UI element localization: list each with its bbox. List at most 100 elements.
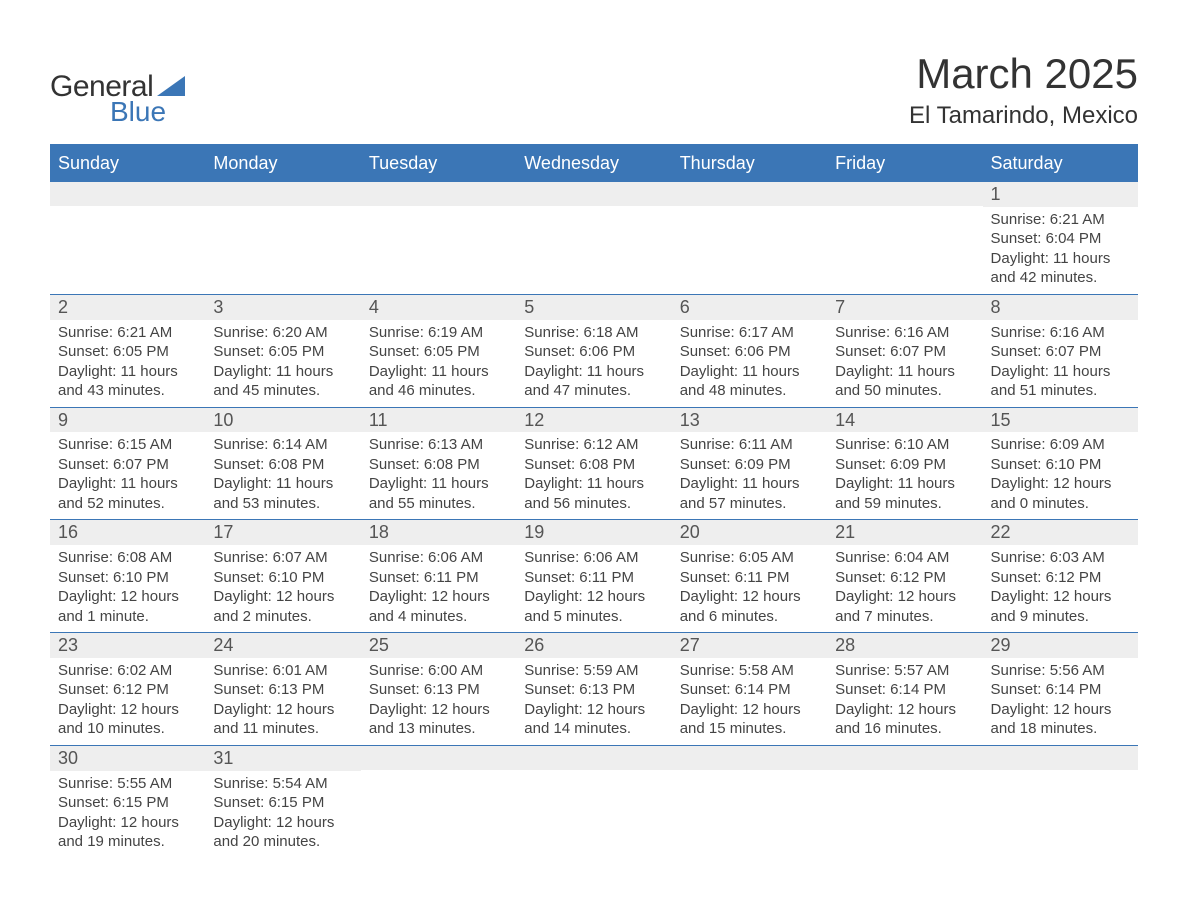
daylight-line: Daylight: 11 hours and 42 minutes. — [991, 249, 1130, 288]
sunset-line: Sunset: 6:12 PM — [58, 680, 197, 700]
calendar-day-cell: 19Sunrise: 6:06 AMSunset: 6:11 PMDayligh… — [516, 520, 671, 632]
sunset-line: Sunset: 6:07 PM — [58, 455, 197, 475]
sunset-line: Sunset: 6:06 PM — [680, 342, 819, 362]
logo: General Blue — [50, 70, 185, 128]
day-number: 4 — [361, 295, 516, 320]
calendar-day-cell: 3Sunrise: 6:20 AMSunset: 6:05 PMDaylight… — [205, 295, 360, 407]
daylight-line: Daylight: 11 hours and 59 minutes. — [835, 474, 974, 513]
day-info: Sunrise: 6:09 AMSunset: 6:10 PMDaylight:… — [983, 432, 1138, 519]
daylight-line: Daylight: 11 hours and 52 minutes. — [58, 474, 197, 513]
sunrise-line: Sunrise: 6:03 AM — [991, 548, 1130, 568]
day-number — [50, 182, 205, 206]
day-number: 30 — [50, 746, 205, 771]
page-header: General Blue March 2025 El Tamarindo, Me… — [50, 50, 1138, 130]
sunrise-line: Sunrise: 6:00 AM — [369, 661, 508, 681]
sunset-line: Sunset: 6:11 PM — [680, 568, 819, 588]
day-number: 10 — [205, 408, 360, 433]
day-number: 8 — [983, 295, 1138, 320]
calendar-day-cell: 8Sunrise: 6:16 AMSunset: 6:07 PMDaylight… — [983, 295, 1138, 407]
title-block: March 2025 El Tamarindo, Mexico — [909, 50, 1138, 130]
day-number — [672, 746, 827, 770]
day-info: Sunrise: 6:11 AMSunset: 6:09 PMDaylight:… — [672, 432, 827, 519]
calendar-day-cell — [361, 746, 516, 858]
sunset-line: Sunset: 6:08 PM — [213, 455, 352, 475]
calendar-day-cell: 12Sunrise: 6:12 AMSunset: 6:08 PMDayligh… — [516, 408, 671, 520]
day-info: Sunrise: 6:00 AMSunset: 6:13 PMDaylight:… — [361, 658, 516, 745]
sunrise-line: Sunrise: 5:57 AM — [835, 661, 974, 681]
sunrise-line: Sunrise: 5:58 AM — [680, 661, 819, 681]
sunset-line: Sunset: 6:13 PM — [369, 680, 508, 700]
calendar-day-cell: 18Sunrise: 6:06 AMSunset: 6:11 PMDayligh… — [361, 520, 516, 632]
calendar-week-row: 16Sunrise: 6:08 AMSunset: 6:10 PMDayligh… — [50, 519, 1138, 632]
day-info: Sunrise: 6:10 AMSunset: 6:09 PMDaylight:… — [827, 432, 982, 519]
calendar-week-row: 1Sunrise: 6:21 AMSunset: 6:04 PMDaylight… — [50, 181, 1138, 294]
weekday-header: Thursday — [672, 146, 827, 181]
calendar-day-cell: 14Sunrise: 6:10 AMSunset: 6:09 PMDayligh… — [827, 408, 982, 520]
day-number: 5 — [516, 295, 671, 320]
calendar-day-cell — [827, 182, 982, 294]
calendar-day-cell: 21Sunrise: 6:04 AMSunset: 6:12 PMDayligh… — [827, 520, 982, 632]
daylight-line: Daylight: 11 hours and 47 minutes. — [524, 362, 663, 401]
day-number: 31 — [205, 746, 360, 771]
day-info: Sunrise: 5:57 AMSunset: 6:14 PMDaylight:… — [827, 658, 982, 745]
day-info: Sunrise: 6:14 AMSunset: 6:08 PMDaylight:… — [205, 432, 360, 519]
day-number — [827, 746, 982, 770]
sunrise-line: Sunrise: 6:10 AM — [835, 435, 974, 455]
day-info: Sunrise: 6:06 AMSunset: 6:11 PMDaylight:… — [361, 545, 516, 632]
location-subtitle: El Tamarindo, Mexico — [909, 102, 1138, 130]
day-number: 1 — [983, 182, 1138, 207]
sunrise-line: Sunrise: 6:21 AM — [58, 323, 197, 343]
day-number — [361, 746, 516, 770]
day-number: 7 — [827, 295, 982, 320]
day-info: Sunrise: 5:58 AMSunset: 6:14 PMDaylight:… — [672, 658, 827, 745]
day-number: 6 — [672, 295, 827, 320]
day-info — [827, 770, 982, 850]
calendar-day-cell: 31Sunrise: 5:54 AMSunset: 6:15 PMDayligh… — [205, 746, 360, 858]
calendar-day-cell — [672, 746, 827, 858]
daylight-line: Daylight: 11 hours and 50 minutes. — [835, 362, 974, 401]
daylight-line: Daylight: 12 hours and 19 minutes. — [58, 813, 197, 852]
sunrise-line: Sunrise: 6:21 AM — [991, 210, 1130, 230]
daylight-line: Daylight: 11 hours and 55 minutes. — [369, 474, 508, 513]
daylight-line: Daylight: 12 hours and 16 minutes. — [835, 700, 974, 739]
calendar-day-cell — [516, 182, 671, 294]
day-number: 14 — [827, 408, 982, 433]
day-info — [516, 770, 671, 850]
calendar-day-cell: 1Sunrise: 6:21 AMSunset: 6:04 PMDaylight… — [983, 182, 1138, 294]
sunrise-line: Sunrise: 5:54 AM — [213, 774, 352, 794]
calendar-day-cell: 15Sunrise: 6:09 AMSunset: 6:10 PMDayligh… — [983, 408, 1138, 520]
calendar-day-cell — [516, 746, 671, 858]
calendar-day-cell: 13Sunrise: 6:11 AMSunset: 6:09 PMDayligh… — [672, 408, 827, 520]
calendar-week-row: 30Sunrise: 5:55 AMSunset: 6:15 PMDayligh… — [50, 745, 1138, 858]
calendar-day-cell: 22Sunrise: 6:03 AMSunset: 6:12 PMDayligh… — [983, 520, 1138, 632]
day-info: Sunrise: 5:54 AMSunset: 6:15 PMDaylight:… — [205, 771, 360, 858]
sunset-line: Sunset: 6:14 PM — [991, 680, 1130, 700]
sunrise-line: Sunrise: 6:06 AM — [524, 548, 663, 568]
day-number: 16 — [50, 520, 205, 545]
sunset-line: Sunset: 6:07 PM — [835, 342, 974, 362]
sunrise-line: Sunrise: 6:20 AM — [213, 323, 352, 343]
day-info — [205, 206, 360, 286]
calendar-day-cell: 4Sunrise: 6:19 AMSunset: 6:05 PMDaylight… — [361, 295, 516, 407]
sunset-line: Sunset: 6:14 PM — [835, 680, 974, 700]
logo-text-blue: Blue — [110, 96, 185, 128]
sunrise-line: Sunrise: 6:17 AM — [680, 323, 819, 343]
day-info: Sunrise: 6:19 AMSunset: 6:05 PMDaylight:… — [361, 320, 516, 407]
sunrise-line: Sunrise: 6:15 AM — [58, 435, 197, 455]
daylight-line: Daylight: 12 hours and 20 minutes. — [213, 813, 352, 852]
calendar-day-cell: 20Sunrise: 6:05 AMSunset: 6:11 PMDayligh… — [672, 520, 827, 632]
day-info: Sunrise: 6:17 AMSunset: 6:06 PMDaylight:… — [672, 320, 827, 407]
daylight-line: Daylight: 11 hours and 46 minutes. — [369, 362, 508, 401]
sunset-line: Sunset: 6:10 PM — [991, 455, 1130, 475]
calendar-day-cell: 16Sunrise: 6:08 AMSunset: 6:10 PMDayligh… — [50, 520, 205, 632]
calendar-day-cell — [983, 746, 1138, 858]
sunrise-line: Sunrise: 6:19 AM — [369, 323, 508, 343]
day-number: 12 — [516, 408, 671, 433]
day-info: Sunrise: 6:15 AMSunset: 6:07 PMDaylight:… — [50, 432, 205, 519]
day-number: 3 — [205, 295, 360, 320]
sunset-line: Sunset: 6:14 PM — [680, 680, 819, 700]
weekday-header: Tuesday — [361, 146, 516, 181]
day-number — [516, 182, 671, 206]
day-info: Sunrise: 5:55 AMSunset: 6:15 PMDaylight:… — [50, 771, 205, 858]
daylight-line: Daylight: 12 hours and 6 minutes. — [680, 587, 819, 626]
